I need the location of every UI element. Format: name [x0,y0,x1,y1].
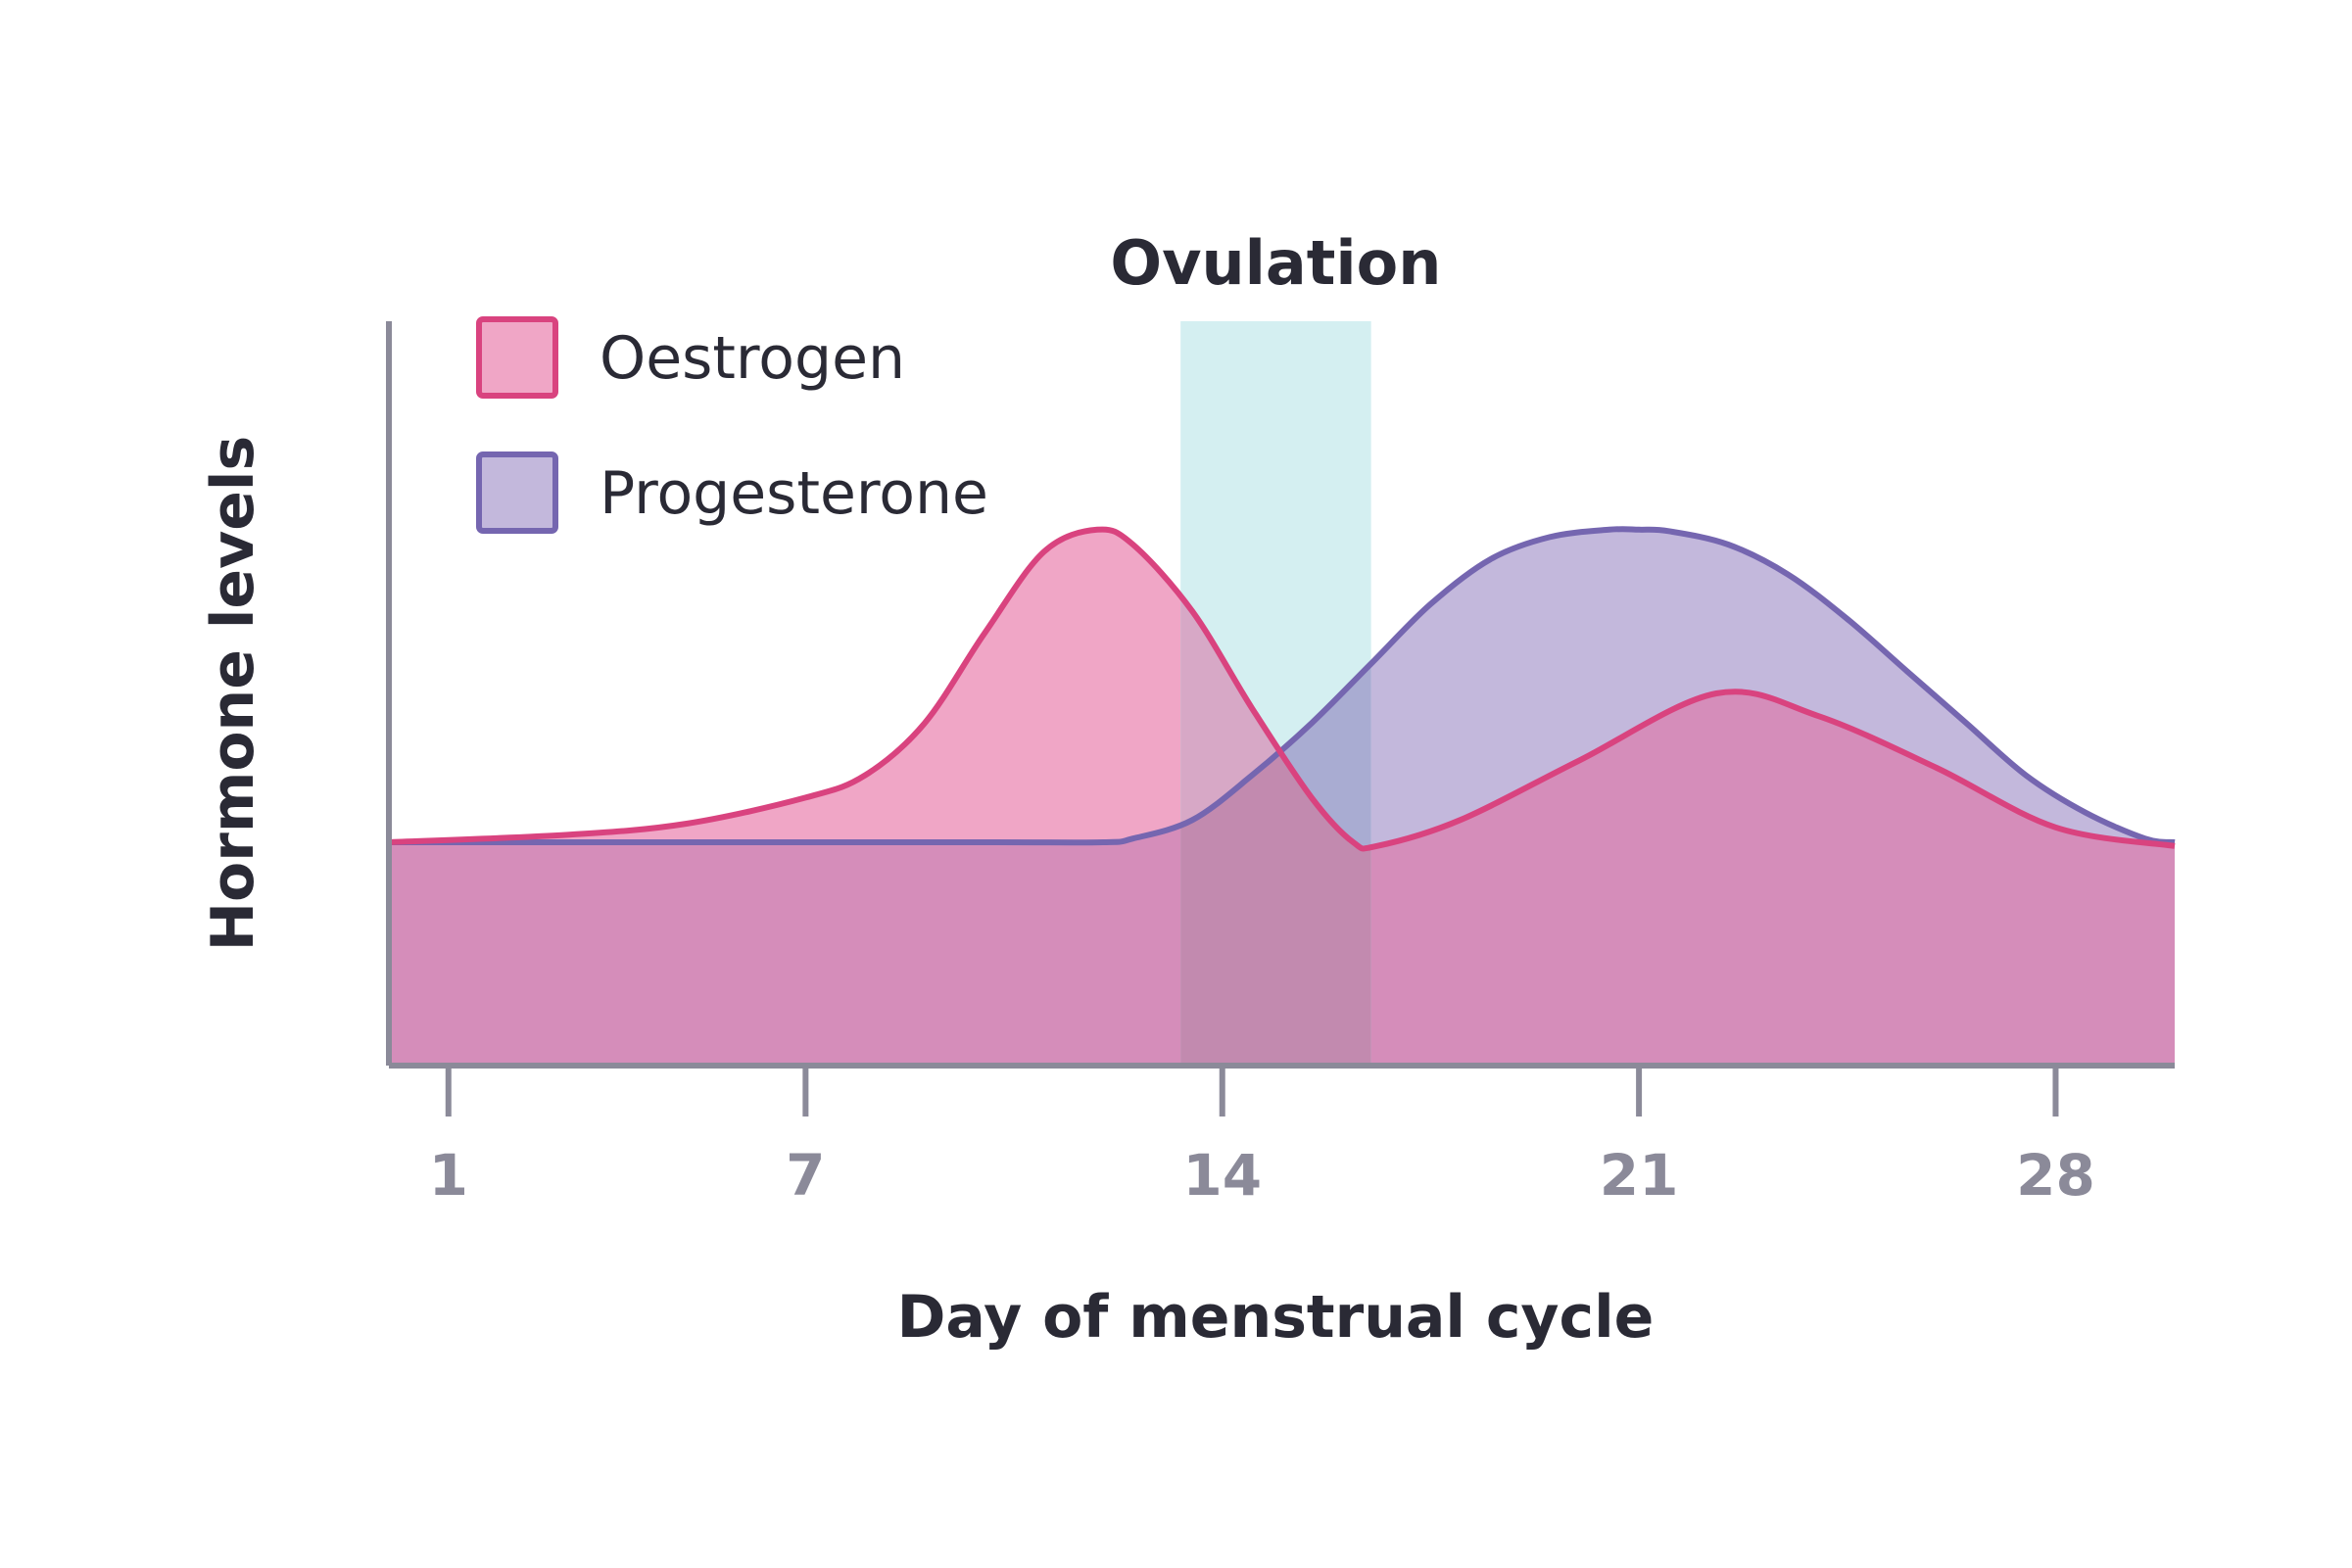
x-tick-label-21: 21 [1600,1142,1679,1209]
legend: Oestrogen Progesterone [476,316,988,534]
oestrogen-line [388,526,2176,852]
legend-swatch-progesterone [476,451,558,534]
axes: 1 7 14 21 28 [386,321,2175,1209]
overlap-area-band [1180,529,1371,1066]
legend-swatch-oestrogen [476,316,558,399]
progesterone-line [389,526,2176,846]
x-tick-label-14: 14 [1182,1142,1262,1209]
ovulation-label: Ovulation [1110,227,1441,299]
plot-area [388,321,2176,1066]
y-axis-title: Hormone levels [199,436,267,951]
x-tick-label-28: 28 [2016,1142,2095,1209]
x-axis-title: Day of menstrual cycle [897,1283,1655,1352]
legend-label-progesterone: Progesterone [600,459,988,528]
legend-label-oestrogen: Oestrogen [600,324,905,393]
x-tick-label-7: 7 [786,1142,825,1209]
x-tick-label-1: 1 [429,1142,468,1209]
